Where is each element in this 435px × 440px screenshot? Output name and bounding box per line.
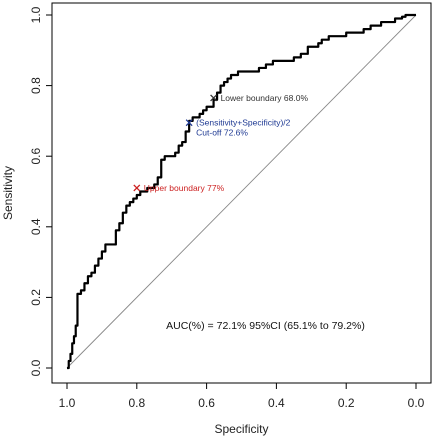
y-axis: 0.0 0.2 0.4 0.6 0.8 1.0 — [29, 6, 52, 376]
y-tick-label: 1.0 — [29, 6, 43, 23]
cutoff-marker — [185, 119, 193, 127]
y-tick-label: 0.4 — [29, 218, 43, 235]
annotation: Lower boundary 68.0% — [210, 93, 309, 103]
cutoff-marker — [133, 184, 141, 192]
y-tick-label: 0.0 — [29, 359, 43, 376]
auc-summary-text: AUC(%) = 72.1% 95%CI (65.1% to 79.2%) — [166, 320, 365, 332]
annotation-label: (Sensitivity+Specificity)/2 — [196, 118, 291, 128]
x-axis: 1.0 0.8 0.6 0.4 0.2 0.0 — [59, 383, 425, 410]
x-tick-label: 0.2 — [338, 396, 355, 410]
x-tick-label: 0.8 — [128, 396, 145, 410]
roc-curve — [67, 13, 416, 370]
annotation-label: Cut-off 72.6% — [196, 128, 248, 138]
plot-frame — [51, 2, 432, 384]
annotation-label: Lower boundary 68.0% — [221, 93, 309, 103]
x-tick-label: 1.0 — [59, 396, 76, 410]
y-tick-label: 0.2 — [29, 289, 43, 306]
x-tick-label: 0.6 — [198, 396, 215, 410]
y-tick-label: 0.8 — [29, 77, 43, 94]
annotation-label: Upper boundary 77% — [144, 183, 225, 193]
annotation: Upper boundary 77% — [133, 183, 225, 193]
x-tick-label: 0.4 — [268, 396, 285, 410]
annotations: Lower boundary 68.0% (Sensitivity+Specifi… — [133, 93, 309, 193]
y-axis-label: Sensitivity — [1, 166, 15, 220]
x-tick-label: 0.0 — [408, 396, 425, 410]
y-tick-label: 0.6 — [29, 148, 43, 165]
x-axis-label: Specificity — [214, 422, 268, 436]
reference-diagonal-line — [66, 14, 417, 369]
cutoff-marker — [210, 94, 218, 102]
